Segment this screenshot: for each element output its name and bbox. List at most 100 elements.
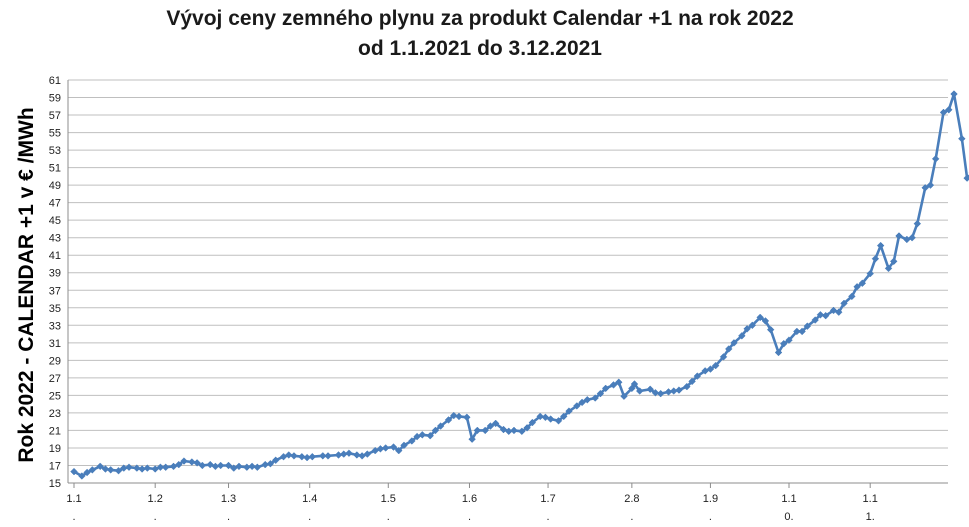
x-tick-labels: 1.1. 1.2. 1.3. 1.4. 1.5. 1.6. 1.7. 2.8. 1.9. 1.1 0… xyxy=(66,483,878,523)
data-point xyxy=(554,417,563,425)
data-point xyxy=(216,461,225,470)
x-tick-label-line2: . xyxy=(709,511,712,523)
data-point xyxy=(683,382,691,391)
data-point xyxy=(675,386,683,394)
data-point xyxy=(324,452,332,460)
data-point xyxy=(615,378,623,387)
x-tick-label-line2: . xyxy=(72,511,75,523)
data-point xyxy=(926,181,935,189)
x-tick-label: 1.9 xyxy=(703,493,718,505)
y-tick-label: 61 xyxy=(49,75,61,87)
data-point xyxy=(798,327,806,336)
data-point xyxy=(408,437,416,445)
data-point xyxy=(188,458,196,466)
data-point xyxy=(565,407,573,415)
data-point xyxy=(939,108,948,117)
x-tick-label-line2: . xyxy=(468,511,471,523)
y-tick-label: 17 xyxy=(49,460,61,472)
x-tick-label: 1.7 xyxy=(540,493,555,505)
data-point xyxy=(890,257,898,266)
series-line xyxy=(73,92,969,478)
chart-title: Vývoj ceny zemného plynu za produkt Cale… xyxy=(166,7,794,30)
y-tick-label: 23 xyxy=(49,408,61,420)
y-tick-label: 39 xyxy=(49,268,61,280)
x-tick-label: 1.1 xyxy=(66,493,81,505)
data-point xyxy=(803,322,812,330)
data-point xyxy=(816,311,825,319)
data-point xyxy=(908,233,916,242)
data-point xyxy=(528,418,537,427)
data-point xyxy=(253,463,262,471)
data-point xyxy=(285,451,293,459)
data-point xyxy=(308,452,317,461)
y-tick-label: 33 xyxy=(49,320,61,332)
data-point xyxy=(523,424,531,432)
y-tick-label: 35 xyxy=(49,303,61,315)
y-tick-label: 47 xyxy=(49,198,61,210)
y-tick-labels: 15 17 19 21 23 25 27 29 31 33 35 37 39 41 43 45 47 49 51 53… xyxy=(49,75,61,490)
data-point xyxy=(473,426,482,435)
data-point xyxy=(175,460,183,469)
data-point xyxy=(895,232,903,240)
data-point xyxy=(389,443,398,451)
data-point xyxy=(620,392,628,401)
data-point xyxy=(963,174,969,182)
data-point xyxy=(266,459,275,468)
data-point xyxy=(950,90,958,98)
data-point xyxy=(573,402,581,410)
data-point xyxy=(345,449,353,457)
data-point xyxy=(400,441,408,450)
x-tick-label-line2: 1. xyxy=(866,511,875,523)
data-point xyxy=(876,241,885,250)
data-point xyxy=(290,452,298,460)
data-point xyxy=(444,416,453,424)
data-point xyxy=(756,313,764,322)
data-point xyxy=(821,311,830,320)
x-tick-label-line2: 0. xyxy=(784,511,793,523)
x-tick-label: 1.4 xyxy=(302,493,317,505)
data-point xyxy=(646,385,654,394)
data-point xyxy=(766,325,775,334)
data-point xyxy=(143,464,152,472)
x-tick-label: 1.1 xyxy=(781,493,796,505)
data-point xyxy=(235,462,243,471)
y-tick-label: 19 xyxy=(49,443,61,455)
data-point xyxy=(161,463,170,471)
data-point xyxy=(491,419,500,428)
x-tick-label: 1.5 xyxy=(381,493,396,505)
data-point xyxy=(481,426,489,435)
x-tick-label-line2: . xyxy=(387,511,390,523)
data-point xyxy=(848,292,856,301)
data-point xyxy=(96,462,104,471)
x-tick-label-line2: . xyxy=(154,511,157,523)
data-point xyxy=(436,422,445,430)
x-tick-label-line2: . xyxy=(547,511,550,523)
data-point xyxy=(630,380,639,388)
data-point xyxy=(688,377,696,386)
data-point xyxy=(711,361,720,370)
data-point xyxy=(206,460,214,469)
data-point xyxy=(761,317,770,325)
data-point xyxy=(609,381,618,389)
data-point xyxy=(931,155,940,163)
data-point xyxy=(560,412,568,421)
x-tick-label: 1.6 xyxy=(462,493,477,505)
y-tick-label: 29 xyxy=(49,355,61,367)
x-tick-label-line2: . xyxy=(227,511,230,523)
data-point xyxy=(785,336,793,344)
data-point xyxy=(601,384,610,393)
y-tick-label: 57 xyxy=(49,110,61,122)
data-point xyxy=(83,468,91,477)
data-point xyxy=(193,459,201,467)
data-point xyxy=(811,316,819,324)
data-point xyxy=(353,451,361,459)
y-tick-label: 41 xyxy=(49,250,61,262)
series-line-group xyxy=(70,90,969,480)
data-point xyxy=(596,389,605,398)
y-tick-label: 53 xyxy=(49,145,61,157)
data-point xyxy=(651,389,660,397)
data-point xyxy=(78,472,86,480)
data-point xyxy=(730,339,738,347)
data-point xyxy=(921,184,929,192)
data-point xyxy=(583,396,592,404)
